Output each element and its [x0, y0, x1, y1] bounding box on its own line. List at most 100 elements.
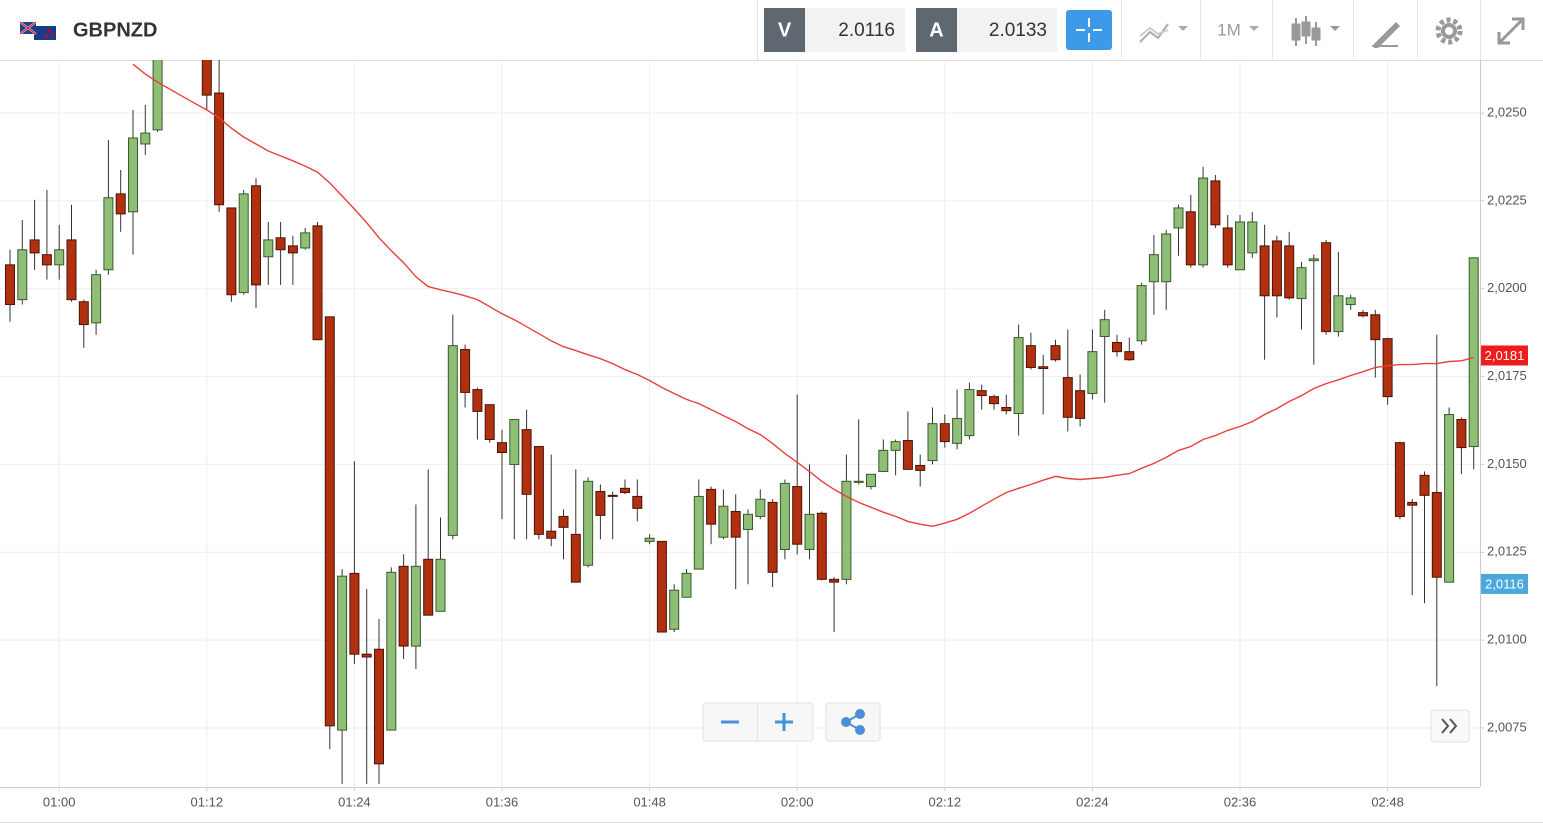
- candle-body: [1468, 257, 1479, 448]
- candle-body: [201, 60, 212, 96]
- x-tick-label: 01:36: [486, 794, 519, 809]
- candle-body: [1050, 345, 1061, 361]
- candle-body: [275, 237, 286, 251]
- bid-box: [805, 8, 905, 52]
- indicator-button[interactable]: [1139, 23, 1188, 43]
- candle-body: [570, 533, 581, 583]
- fullscreen-button[interactable]: [1497, 17, 1525, 45]
- candle-body: [361, 653, 372, 658]
- candle-body: [374, 648, 384, 765]
- candle-body: [755, 498, 766, 517]
- separators: [1121, 0, 1481, 60]
- candle-body: [435, 558, 446, 612]
- candle-body: [300, 232, 311, 249]
- share-button[interactable]: [841, 709, 865, 735]
- candle-body: [1259, 245, 1270, 297]
- candle-body: [29, 239, 40, 254]
- x-tick-label: 02:36: [1224, 794, 1257, 809]
- candle-body: [238, 193, 249, 294]
- candle-body: [583, 480, 594, 566]
- crosshair-button[interactable]: [1066, 10, 1112, 50]
- candle-body: [743, 513, 753, 530]
- candle-body: [1210, 180, 1221, 226]
- candle-body: [804, 513, 815, 550]
- candle-body: [152, 60, 163, 131]
- candle-body: [1333, 295, 1344, 333]
- candle-body: [964, 389, 975, 437]
- flag-icon: [19, 21, 56, 40]
- x-tick-label: 02:00: [781, 794, 814, 809]
- bid-label-box: [764, 8, 805, 52]
- candle-body: [398, 565, 409, 647]
- candle-body: [558, 515, 569, 528]
- y-tick-label: 2,0200: [1487, 280, 1527, 295]
- scroll-end-button[interactable]: [1430, 709, 1470, 743]
- candle-body: [115, 193, 126, 215]
- chart-type-button[interactable]: [1291, 16, 1340, 46]
- candle-body: [792, 486, 803, 545]
- settings-button[interactable]: [1435, 17, 1463, 45]
- x-tick-label: 02:24: [1076, 794, 1109, 809]
- candle-body: [509, 418, 520, 465]
- candle-body: [349, 572, 360, 655]
- candle-body: [767, 501, 778, 573]
- timeframe: 1M: [1217, 20, 1241, 39]
- candle-body: [927, 423, 938, 462]
- price-tag-label: 2,0116: [1485, 576, 1524, 591]
- draw-button[interactable]: [1372, 22, 1400, 48]
- x-tick-label: 01:24: [338, 794, 371, 809]
- candle-body: [1321, 242, 1332, 333]
- candle-body: [595, 490, 606, 516]
- y-tick-label: 2,0125: [1487, 544, 1527, 559]
- ask-price: 2.0133: [989, 20, 1047, 41]
- candle-body: [484, 404, 495, 440]
- candle-body: [1271, 240, 1282, 297]
- candle-body: [1001, 407, 1012, 412]
- x-tick-label: 02:12: [929, 794, 962, 809]
- bid-price: 2.0116: [838, 20, 895, 41]
- candle-body: [472, 389, 483, 412]
- y-tick-label: 2,0225: [1487, 192, 1527, 207]
- price-tag-label: 2,0181: [1485, 348, 1525, 363]
- axis-labels: 2,0075 2,0100 2,0125 2,0150 2,0175 2,0200 2,02…: [43, 104, 1528, 809]
- candle-body: [1099, 319, 1110, 338]
- candle-body: [1296, 267, 1307, 300]
- candle-body: [1124, 351, 1135, 361]
- candle-body: [1013, 337, 1024, 414]
- candle-body: [1136, 285, 1147, 342]
- candle-body: [1222, 227, 1233, 266]
- candle-body: [681, 572, 692, 598]
- price-tag: [1481, 345, 1528, 366]
- candle-body: [1247, 221, 1258, 254]
- candle-body: [853, 480, 864, 483]
- candle-body: [866, 473, 876, 488]
- candle-body: [1370, 314, 1381, 341]
- candle-body: [324, 316, 335, 727]
- candle-body: [1075, 390, 1086, 419]
- candle-body: [251, 185, 261, 286]
- candle-body: [1161, 233, 1172, 283]
- candle-body: [1038, 366, 1049, 370]
- y-tick-label: 2,0100: [1487, 632, 1527, 647]
- candle-body: [706, 488, 717, 525]
- candle-body: [1382, 338, 1393, 398]
- candle-body: [693, 495, 704, 570]
- candle-body: [1284, 245, 1295, 299]
- timeframe-button[interactable]: 1M: [1217, 20, 1259, 39]
- candle-body: [140, 132, 151, 145]
- candle-body: [497, 442, 507, 453]
- x-tick-label: 02:48: [1371, 794, 1404, 809]
- candle-body: [952, 417, 963, 444]
- candle-body: [1112, 342, 1122, 353]
- candle-body: [632, 495, 643, 509]
- x-tick-label: 01:48: [633, 794, 666, 809]
- candle-body: [54, 249, 65, 266]
- candle-body: [915, 464, 926, 471]
- zoom-in-button[interactable]: [775, 713, 793, 731]
- candle-body: [890, 441, 901, 451]
- ask-label: A: [929, 19, 943, 41]
- candle-body: [718, 505, 729, 538]
- candle-body: [829, 578, 840, 583]
- candle-body: [669, 589, 680, 630]
